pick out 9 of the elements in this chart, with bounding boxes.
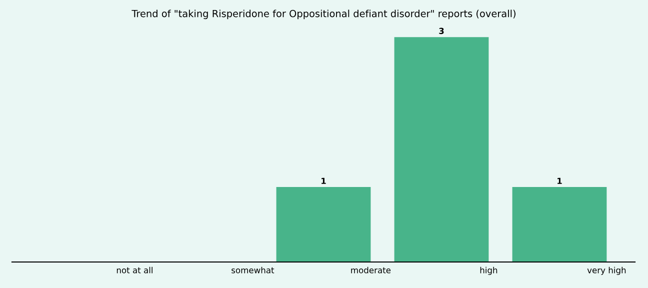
x-tick-label: very high [587,266,626,275]
chart-title: Trend of "taking Risperidone for Oppositional defiant disorder" reports (overall) [132,10,516,20]
x-tick-label: not at all [116,266,152,274]
x-tick-label: somewhat [232,266,274,274]
data-label: 3 [439,28,444,34]
data-label: 1 [322,178,326,184]
x-tick-label: high [480,266,498,275]
x-tick-label: moderate [351,266,391,274]
data-label: 1 [558,178,562,184]
